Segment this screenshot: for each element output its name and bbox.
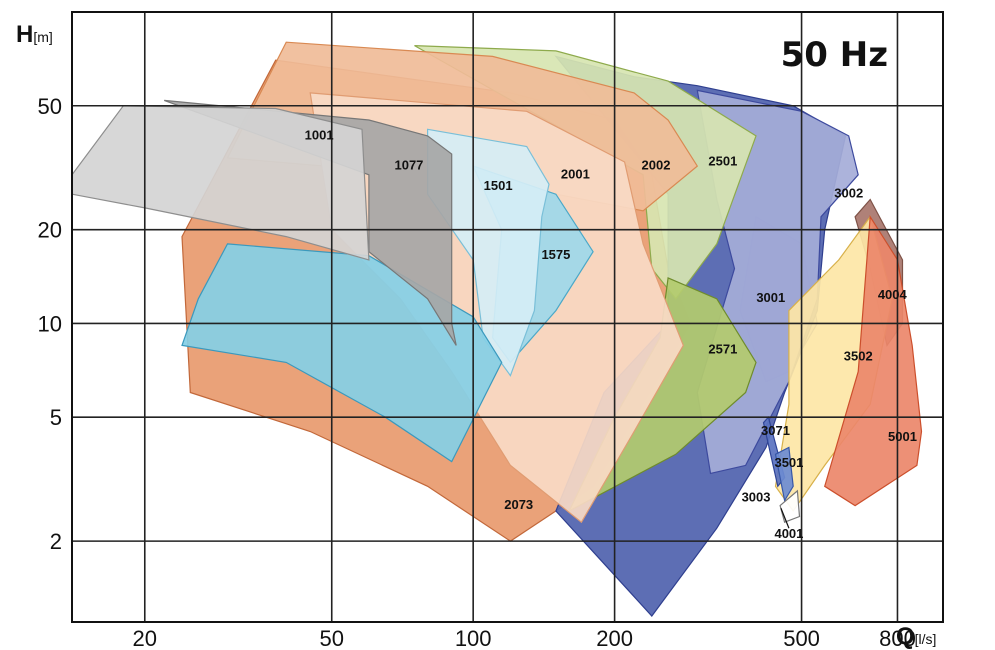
region-4001 xyxy=(779,489,801,523)
y-tick-20: 20 xyxy=(38,218,62,243)
gridlines xyxy=(72,12,943,622)
y-axis-label: H[m] xyxy=(16,21,53,48)
region-label-4004: 4004 xyxy=(878,287,908,302)
plot-frame xyxy=(71,11,944,623)
region-label-1501: 1501 xyxy=(484,178,513,193)
frequency-badge: 50 Hz xyxy=(781,35,888,75)
x-axis-label: Q[l/s] xyxy=(896,623,936,650)
x-tick-100: 100 xyxy=(455,626,492,650)
region-label-1077: 1077 xyxy=(394,158,423,173)
region-label-2001: 2001 xyxy=(561,166,590,181)
coverage-regions xyxy=(72,41,923,617)
region-label-2571: 2571 xyxy=(708,342,737,357)
x-tick-200: 200 xyxy=(596,626,633,650)
x-tick-800: 800 xyxy=(879,626,916,650)
leader-4001 xyxy=(780,508,790,529)
region-label-2073: 2073 xyxy=(504,497,533,512)
x-axis-unit: [l/s] xyxy=(915,631,937,647)
y-axis-unit: [m] xyxy=(33,29,52,45)
region-label-3501: 3501 xyxy=(774,455,803,470)
region-label-1575: 1575 xyxy=(541,247,570,262)
x-tick-500: 500 xyxy=(783,626,820,650)
region-label-1001: 1001 xyxy=(305,127,334,142)
region-label-2501: 2501 xyxy=(708,153,737,168)
region-label-2002: 2002 xyxy=(642,158,671,173)
y-tick-50: 50 xyxy=(38,94,62,119)
region-label-3502: 3502 xyxy=(844,348,873,363)
y-tick-2: 2 xyxy=(50,529,62,554)
y-tick-10: 10 xyxy=(38,311,62,336)
x-tick-50: 50 xyxy=(319,626,343,650)
x-tick-20: 20 xyxy=(133,626,157,650)
y-tick-5: 5 xyxy=(50,405,62,430)
leader-lines xyxy=(780,508,790,529)
region-label-5001: 5001 xyxy=(888,429,917,444)
region-3501 xyxy=(774,446,794,503)
region-label-3002: 3002 xyxy=(834,186,863,201)
region-label-4001: 4001 xyxy=(774,526,803,541)
region-1077 xyxy=(163,99,457,346)
region-label-3071: 3071 xyxy=(761,423,790,438)
region-label-3003: 3003 xyxy=(742,490,771,505)
region-label-3001: 3001 xyxy=(756,290,785,305)
region-1001 xyxy=(72,105,370,261)
y-axis-symbol: H xyxy=(16,21,33,48)
y-tick-labels: 2 5 10 20 50 xyxy=(38,94,62,554)
x-axis-symbol: Q xyxy=(896,623,915,650)
x-tick-labels: 20 50 100 200 500 800 xyxy=(133,626,916,650)
region-labels: 2073 3001 3003 3002 2501 2571 2002 2001 1575 1501… xyxy=(305,127,917,541)
